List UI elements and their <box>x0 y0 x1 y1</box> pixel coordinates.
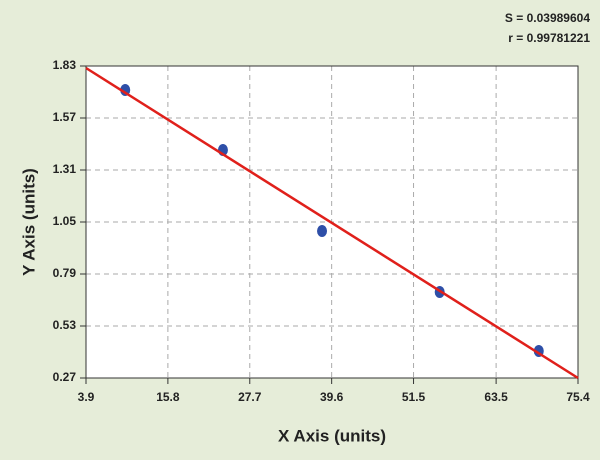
y-tick-label: 0.53 <box>53 318 77 332</box>
x-axis-title: X Axis (units) <box>278 426 386 445</box>
x-tick-label: 3.9 <box>78 390 95 404</box>
annotation: r = 0.99781221 <box>508 31 590 45</box>
x-tick-label: 15.8 <box>156 390 180 404</box>
x-tick-label: 51.5 <box>402 390 426 404</box>
x-tick-label: 27.7 <box>238 390 262 404</box>
y-axis-title: Y Axis (units) <box>19 168 38 276</box>
plot-frame <box>85 65 579 379</box>
point <box>317 225 328 237</box>
annotation: S = 0.03989604 <box>505 11 590 25</box>
y-tick-label: 1.83 <box>53 58 77 72</box>
fit-line <box>85 66 579 380</box>
y-tick-label: 1.05 <box>53 214 77 228</box>
x-tick-label: 75.4 <box>566 390 590 404</box>
y-tick-label: 0.79 <box>53 266 77 280</box>
y-tick-label: 1.57 <box>53 110 77 124</box>
x-tick-label: 39.6 <box>320 390 344 404</box>
x-tick-label: 63.5 <box>484 390 508 404</box>
y-tick-label: 1.31 <box>53 162 77 176</box>
y-tick-label: 0.27 <box>53 370 77 384</box>
